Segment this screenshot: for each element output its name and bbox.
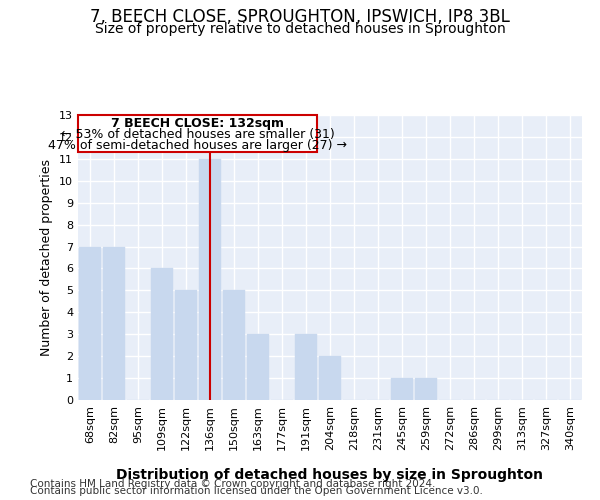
Bar bbox=[79, 246, 101, 400]
Bar bbox=[223, 290, 245, 400]
Text: Distribution of detached houses by size in Sproughton: Distribution of detached houses by size … bbox=[116, 468, 544, 482]
Text: 7 BEECH CLOSE: 132sqm: 7 BEECH CLOSE: 132sqm bbox=[111, 116, 284, 130]
Bar bbox=[295, 334, 317, 400]
Bar bbox=[415, 378, 437, 400]
Y-axis label: Number of detached properties: Number of detached properties bbox=[40, 159, 53, 356]
Text: 47% of semi-detached houses are larger (27) →: 47% of semi-detached houses are larger (… bbox=[48, 139, 347, 152]
Bar bbox=[175, 290, 197, 400]
Text: Contains public sector information licensed under the Open Government Licence v3: Contains public sector information licen… bbox=[30, 486, 483, 496]
Bar bbox=[319, 356, 341, 400]
Bar bbox=[151, 268, 173, 400]
Text: ← 53% of detached houses are smaller (31): ← 53% of detached houses are smaller (31… bbox=[61, 128, 335, 141]
Text: 7, BEECH CLOSE, SPROUGHTON, IPSWICH, IP8 3BL: 7, BEECH CLOSE, SPROUGHTON, IPSWICH, IP8… bbox=[90, 8, 510, 26]
Text: Contains HM Land Registry data © Crown copyright and database right 2024.: Contains HM Land Registry data © Crown c… bbox=[30, 479, 436, 489]
Bar bbox=[103, 246, 125, 400]
Bar bbox=[199, 159, 221, 400]
Text: Size of property relative to detached houses in Sproughton: Size of property relative to detached ho… bbox=[95, 22, 505, 36]
Bar bbox=[247, 334, 269, 400]
Bar bbox=[391, 378, 413, 400]
